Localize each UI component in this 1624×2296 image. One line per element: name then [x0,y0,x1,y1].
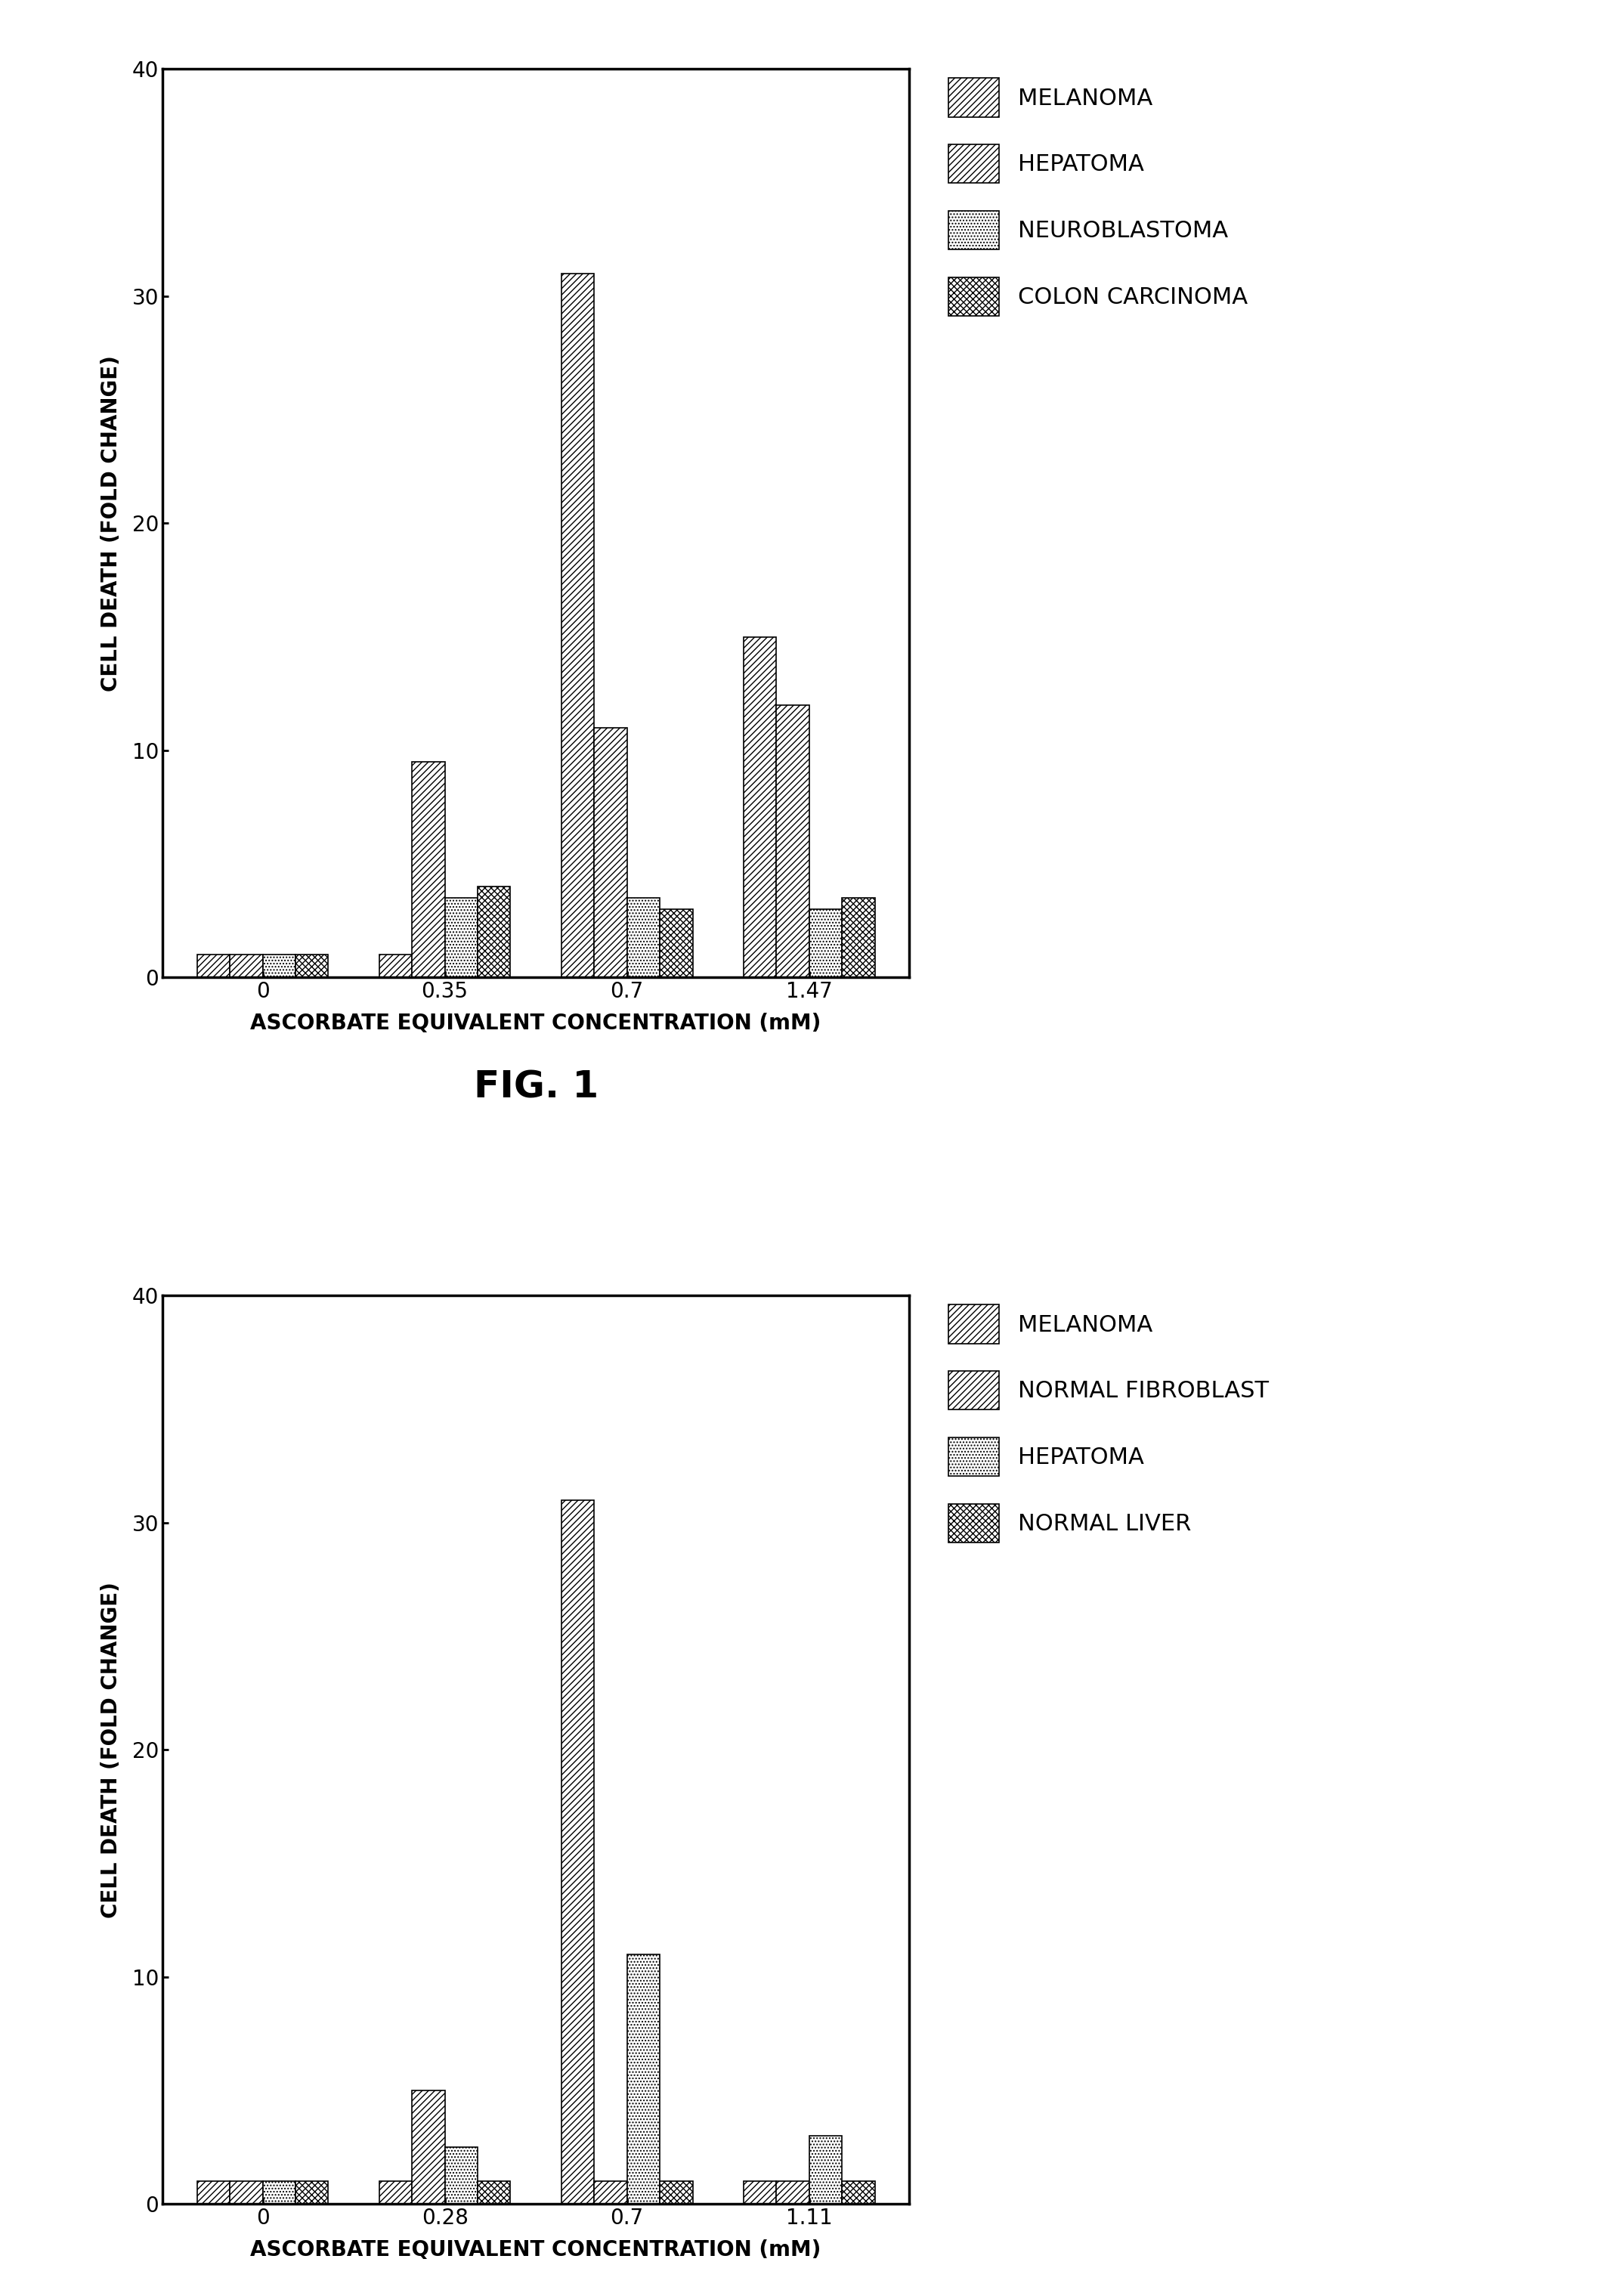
Y-axis label: CELL DEATH (FOLD CHANGE): CELL DEATH (FOLD CHANGE) [101,1582,122,1917]
Bar [445,2147,477,2204]
Bar [296,955,328,978]
Legend: MELANOMA, NORMAL FIBROBLAST, HEPATOMA, NORMAL LIVER: MELANOMA, NORMAL FIBROBLAST, HEPATOMA, N… [939,1295,1278,1552]
Bar [231,955,263,978]
Text: FIG. 1: FIG. 1 [474,1070,598,1107]
Bar [744,636,776,978]
Bar [809,909,841,978]
Bar [562,1499,594,2204]
Bar [412,2092,445,2204]
Bar [627,1954,659,2204]
Legend: MELANOMA, HEPATOMA, NEUROBLASTOMA, COLON CARCINOMA: MELANOMA, HEPATOMA, NEUROBLASTOMA, COLON… [939,69,1257,326]
Bar [263,2181,296,2204]
Bar [594,728,627,978]
Bar [627,898,659,978]
X-axis label: ASCORBATE EQUIVALENT CONCENTRATION (mM): ASCORBATE EQUIVALENT CONCENTRATION (mM) [250,1013,822,1033]
Bar [744,2181,776,2204]
Bar [380,2181,412,2204]
Bar [594,2181,627,2204]
Bar [197,2181,231,2204]
Bar [477,886,510,978]
Bar [197,955,231,978]
Bar [380,955,412,978]
Bar [659,2181,692,2204]
Bar [841,2181,875,2204]
Bar [263,955,296,978]
Bar [809,2135,841,2204]
Bar [296,2181,328,2204]
Bar [477,2181,510,2204]
Bar [841,898,875,978]
Bar [445,898,477,978]
Bar [776,705,809,978]
Y-axis label: CELL DEATH (FOLD CHANGE): CELL DEATH (FOLD CHANGE) [101,356,122,691]
Bar [659,909,692,978]
Bar [231,2181,263,2204]
Bar [412,762,445,978]
Bar [776,2181,809,2204]
Bar [562,273,594,978]
X-axis label: ASCORBATE EQUIVALENT CONCENTRATION (mM): ASCORBATE EQUIVALENT CONCENTRATION (mM) [250,2239,822,2262]
